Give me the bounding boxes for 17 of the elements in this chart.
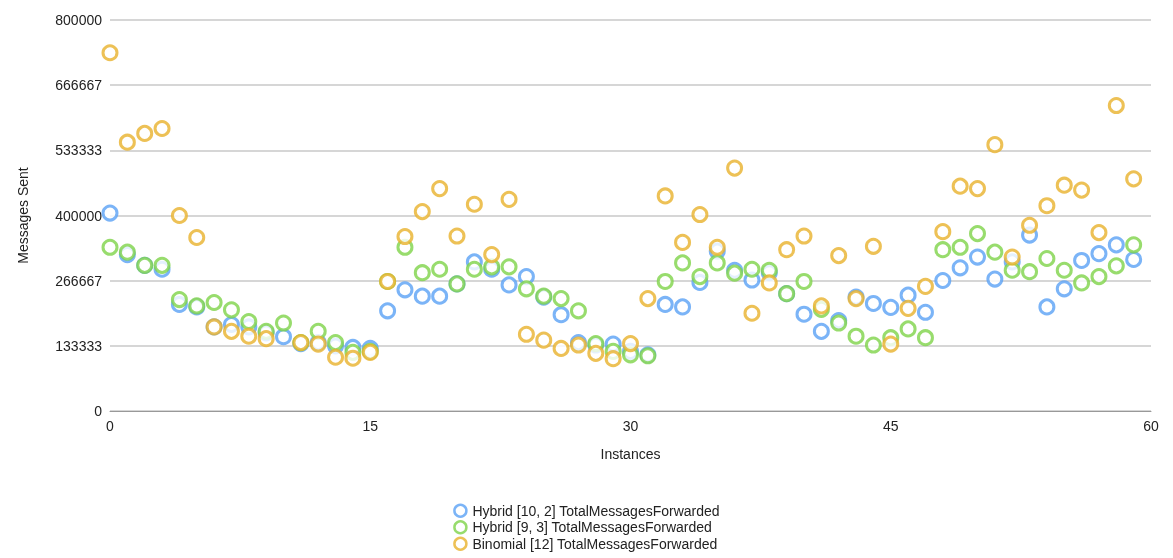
y-tick-label: 533333 (55, 142, 103, 159)
y-tick-label: 666667 (55, 77, 103, 94)
y-axis-title: Messages Sent (15, 167, 31, 264)
legend-label: Hybrid [10, 2] TotalMessagesForwarded (472, 502, 720, 519)
legend-label: Hybrid [9, 3] TotalMessagesForwarded (472, 519, 712, 536)
x-tick-label: 30 (622, 418, 639, 434)
legend-label: Binomial [12] TotalMessagesForwarded (472, 535, 718, 552)
x-tick-label: 60 (1143, 418, 1159, 434)
x-tick-label: 15 (362, 418, 379, 434)
y-tick-label: 0 (94, 403, 103, 419)
y-tick-label: 400000 (55, 207, 103, 224)
y-tick-label: 266667 (55, 272, 103, 289)
y-tick-label: 800000 (55, 12, 103, 28)
x-axis-title: Instances (600, 446, 661, 462)
x-tick-label: 45 (882, 418, 899, 434)
y-tick-label: 133333 (55, 337, 103, 354)
x-tick-label: 0 (106, 418, 115, 434)
